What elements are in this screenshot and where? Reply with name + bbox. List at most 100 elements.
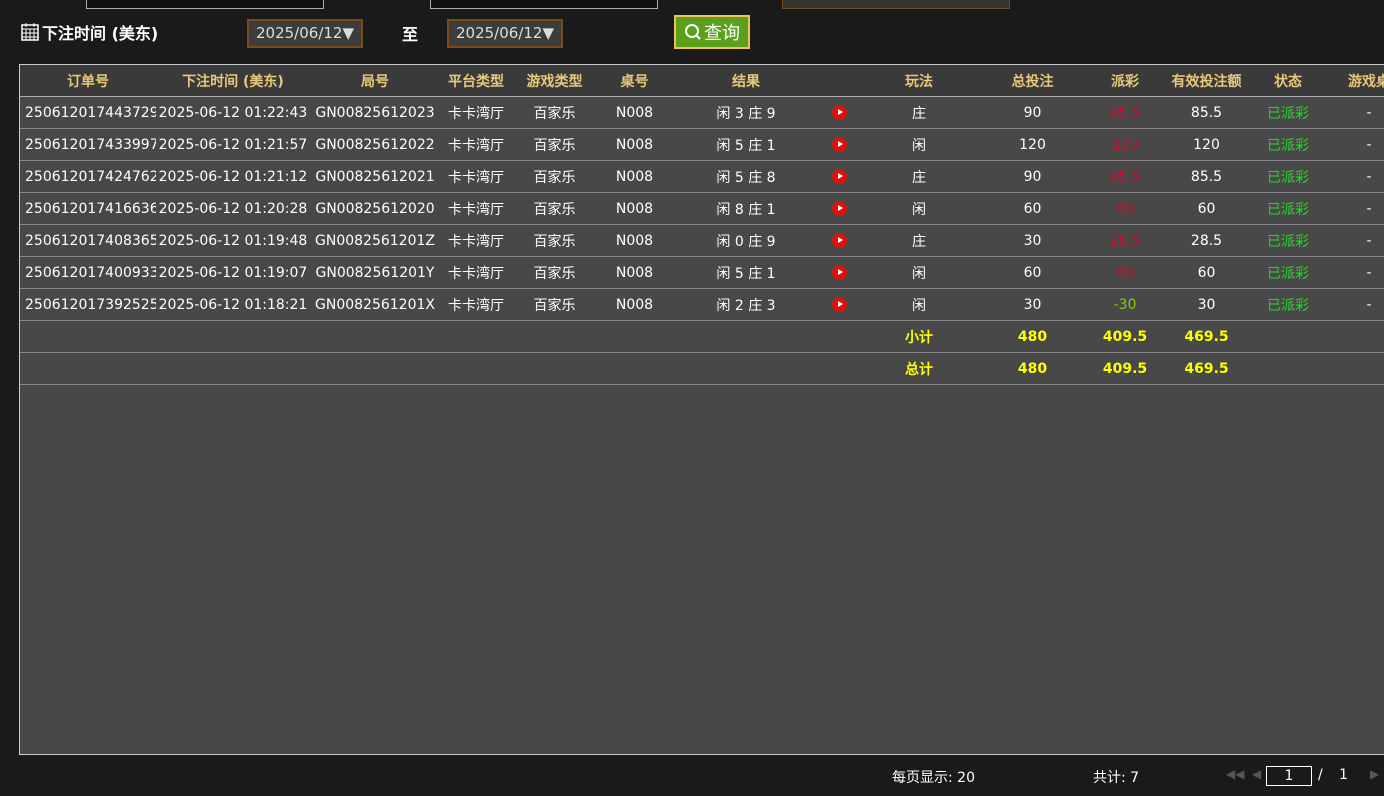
play-video-icon[interactable] (831, 297, 847, 312)
first-page-icon[interactable]: ◀◀ (1226, 767, 1245, 781)
result: 闲 5 庄 1 (672, 128, 820, 161)
empty-cell (20, 352, 156, 385)
search-icon (685, 24, 701, 40)
video-cell (820, 288, 858, 321)
game-type: 百家乐 (512, 256, 597, 289)
status: 已派彩 (1248, 224, 1328, 257)
game-type: 百家乐 (512, 192, 597, 225)
column-header: 游戏类型 (512, 65, 597, 97)
table-row: 250612017392525 2025-06-12 01:18:21 GN0082… (20, 288, 1384, 321)
video-cell (820, 96, 858, 129)
column-header: 总投注 (980, 65, 1085, 97)
bet-time: 2025-06-12 01:19:48 (156, 224, 310, 257)
result: 闲 5 庄 8 (672, 160, 820, 193)
empty-cell (672, 352, 820, 385)
table-no: N008 (597, 160, 672, 193)
round-id: GN00825612022 (310, 128, 440, 161)
game-table: - (1328, 224, 1384, 257)
round-id: GN00825612020 (310, 192, 440, 225)
bet-type: 庄 (858, 160, 980, 193)
top-input-2[interactable] (430, 0, 658, 9)
play-video-icon[interactable] (831, 201, 847, 216)
column-header: 结果 (672, 65, 820, 97)
subtotal-payout: 409.5 (1085, 320, 1165, 353)
status: 已派彩 (1248, 288, 1328, 321)
empty-cell (1248, 320, 1328, 353)
empty-cell (20, 320, 156, 353)
total-bet: 480 (980, 352, 1085, 385)
empty-cell (440, 320, 512, 353)
total-label: 总计 (858, 352, 980, 385)
column-header: 局号 (310, 65, 440, 97)
query-label: 查询 (704, 23, 740, 44)
top-input-1[interactable] (86, 0, 324, 9)
bet-time: 2025-06-12 01:22:43 (156, 96, 310, 129)
date-to-select[interactable]: 2025/06/12▼ (447, 19, 563, 48)
valid-bet: 60 (1165, 192, 1248, 225)
table-no: N008 (597, 128, 672, 161)
record-count: 共计: 7 (1093, 770, 1140, 786)
result: 闲 0 庄 9 (672, 224, 820, 257)
valid-bet: 85.5 (1165, 160, 1248, 193)
game-table: - (1328, 160, 1384, 193)
empty-cell (310, 352, 440, 385)
order-id: 250612017408365 (20, 224, 156, 257)
video-cell (820, 256, 858, 289)
valid-bet: 28.5 (1165, 224, 1248, 257)
next-page-icon[interactable]: ▶ (1370, 767, 1380, 781)
payout: 85.5 (1085, 96, 1165, 129)
order-id: 250612017443729 (20, 96, 156, 129)
empty-cell (1328, 352, 1384, 385)
page-size: 每页显示: 20 (892, 770, 975, 786)
game-table: - (1328, 192, 1384, 225)
valid-bet: 60 (1165, 256, 1248, 289)
round-id: GN00825612021 (310, 160, 440, 193)
column-header: 有效投注额 (1165, 65, 1248, 97)
order-id: 250612017416636 (20, 192, 156, 225)
bet-type: 闲 (858, 288, 980, 321)
total-pages: 1 (1339, 767, 1348, 783)
column-header: 派彩 (1085, 65, 1165, 97)
play-video-icon[interactable] (831, 233, 847, 248)
top-select[interactable] (782, 0, 1010, 9)
game-type: 百家乐 (512, 160, 597, 193)
total-bet: 30 (980, 288, 1085, 321)
platform: 卡卡湾厅 (440, 288, 512, 321)
valid-bet: 120 (1165, 128, 1248, 161)
column-header: 下注时间 (美东) (156, 65, 310, 97)
status: 已派彩 (1248, 96, 1328, 129)
query-button[interactable]: 查询 (674, 15, 750, 49)
calendar-icon (21, 23, 39, 41)
prev-page-icon[interactable]: ◀ (1252, 767, 1262, 781)
video-cell (820, 224, 858, 257)
video-cell (820, 192, 858, 225)
subtotal-valid: 469.5 (1165, 320, 1248, 353)
date-from-select[interactable]: 2025/06/12▼ (247, 19, 363, 48)
empty-cell (820, 320, 858, 353)
column-header: 状态 (1248, 65, 1328, 97)
round-id: GN0082561201Y (310, 256, 440, 289)
table-no: N008 (597, 256, 672, 289)
total-bet: 120 (980, 128, 1085, 161)
empty-cell (820, 352, 858, 385)
page-input[interactable]: 1 (1266, 766, 1312, 786)
result: 闲 3 庄 9 (672, 96, 820, 129)
play-video-icon[interactable] (831, 169, 847, 184)
empty-cell (672, 320, 820, 353)
empty-cell (156, 352, 310, 385)
status: 已派彩 (1248, 192, 1328, 225)
play-video-icon[interactable] (831, 137, 847, 152)
empty-cell (597, 320, 672, 353)
platform: 卡卡湾厅 (440, 256, 512, 289)
column-header: 订单号 (20, 65, 156, 97)
play-video-icon[interactable] (831, 105, 847, 120)
play-video-icon[interactable] (831, 265, 847, 280)
result: 闲 5 庄 1 (672, 256, 820, 289)
game-type: 百家乐 (512, 96, 597, 129)
status: 已派彩 (1248, 160, 1328, 193)
bet-time: 2025-06-12 01:21:12 (156, 160, 310, 193)
payout: 60 (1085, 192, 1165, 225)
bet-type: 闲 (858, 128, 980, 161)
column-header: 游戏桌 (1328, 65, 1384, 97)
bet-type: 庄 (858, 96, 980, 129)
